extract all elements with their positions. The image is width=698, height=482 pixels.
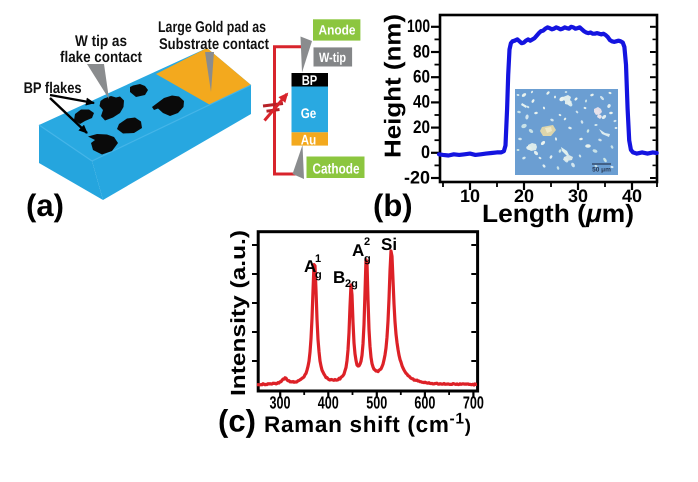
svg-text:400: 400	[318, 393, 339, 413]
svg-text:Length (μm): Length (μm)	[482, 200, 634, 228]
svg-text:30: 30	[568, 186, 588, 206]
svg-text:W-tip: W-tip	[319, 50, 346, 65]
svg-text:BP flakes: BP flakes	[24, 80, 82, 97]
svg-text:A: A	[352, 241, 364, 260]
svg-text:Au: Au	[301, 132, 317, 148]
svg-text:Cathode: Cathode	[313, 162, 360, 178]
svg-text:300: 300	[270, 393, 291, 413]
svg-text:700: 700	[463, 393, 484, 413]
svg-text:2g: 2g	[345, 278, 358, 290]
svg-text:Anode: Anode	[319, 23, 356, 38]
svg-text:Height (nm): Height (nm)	[380, 14, 406, 158]
svg-text:g: g	[315, 269, 322, 281]
svg-text:flake contact: flake contact	[60, 49, 142, 66]
svg-text:50 μm: 50 μm	[592, 167, 611, 174]
svg-text:100: 100	[407, 16, 430, 36]
svg-text:40: 40	[413, 92, 430, 112]
svg-text:60: 60	[413, 67, 430, 87]
svg-text:W tip as: W tip as	[75, 33, 127, 50]
svg-text:20: 20	[413, 117, 430, 137]
svg-text:80: 80	[413, 41, 430, 61]
svg-text:Large Gold pad as: Large Gold pad as	[158, 19, 266, 36]
svg-text:A: A	[304, 257, 316, 276]
svg-text:1: 1	[315, 253, 321, 265]
svg-text:(c): (c)	[218, 404, 256, 439]
svg-text:10: 10	[460, 186, 480, 206]
svg-text:Intensity (a.u.): Intensity (a.u.)	[227, 230, 250, 396]
svg-text:(b): (b)	[373, 188, 413, 223]
svg-text:0: 0	[421, 142, 430, 162]
svg-text:Ge: Ge	[301, 105, 317, 121]
svg-text:(a): (a)	[26, 188, 64, 223]
svg-text:40: 40	[622, 186, 642, 206]
svg-text:Raman shift (cm-1): Raman shift (cm-1)	[264, 411, 472, 438]
svg-text:20: 20	[514, 186, 534, 206]
svg-text:g: g	[364, 253, 371, 265]
svg-text:600: 600	[414, 393, 435, 413]
svg-text:B: B	[333, 268, 345, 287]
svg-text:BP: BP	[302, 72, 318, 88]
svg-text:2: 2	[364, 236, 370, 248]
svg-text:-20: -20	[404, 167, 430, 187]
svg-text:Si: Si	[381, 235, 397, 254]
svg-text:Substrate contact: Substrate contact	[159, 36, 269, 53]
svg-text:500: 500	[366, 393, 387, 413]
